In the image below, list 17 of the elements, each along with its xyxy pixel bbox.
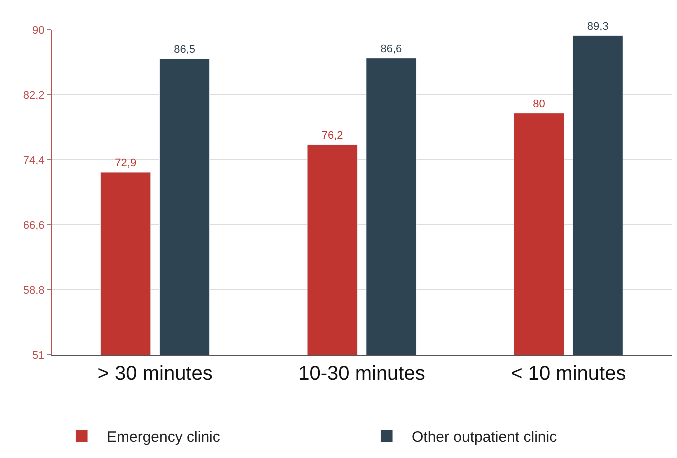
data-label: 72,9 xyxy=(115,158,137,170)
x-tick-label: < 10 minutes xyxy=(511,363,626,385)
y-tick-label: 58,8 xyxy=(23,284,45,297)
y-tick-label: 82,2 xyxy=(23,90,45,102)
y-tick-label: 90 xyxy=(32,24,45,37)
x-tick-label: 10-30 minutes xyxy=(298,363,426,385)
y-tick-label: 51 xyxy=(32,350,45,362)
x-tick-label: > 30 minutes xyxy=(98,363,213,385)
data-label: 80 xyxy=(533,98,546,110)
data-label: 76,2 xyxy=(322,130,344,142)
y-tick-label: 66,6 xyxy=(23,220,45,232)
legend-label: Emergency clinic xyxy=(107,429,221,446)
data-label: 86,5 xyxy=(174,44,196,56)
data-label: 89,3 xyxy=(587,20,609,33)
data-label: 86,6 xyxy=(380,43,402,56)
y-tick-label: 74,4 xyxy=(23,154,45,167)
legend-label: Other outpatient clinic xyxy=(412,429,558,446)
